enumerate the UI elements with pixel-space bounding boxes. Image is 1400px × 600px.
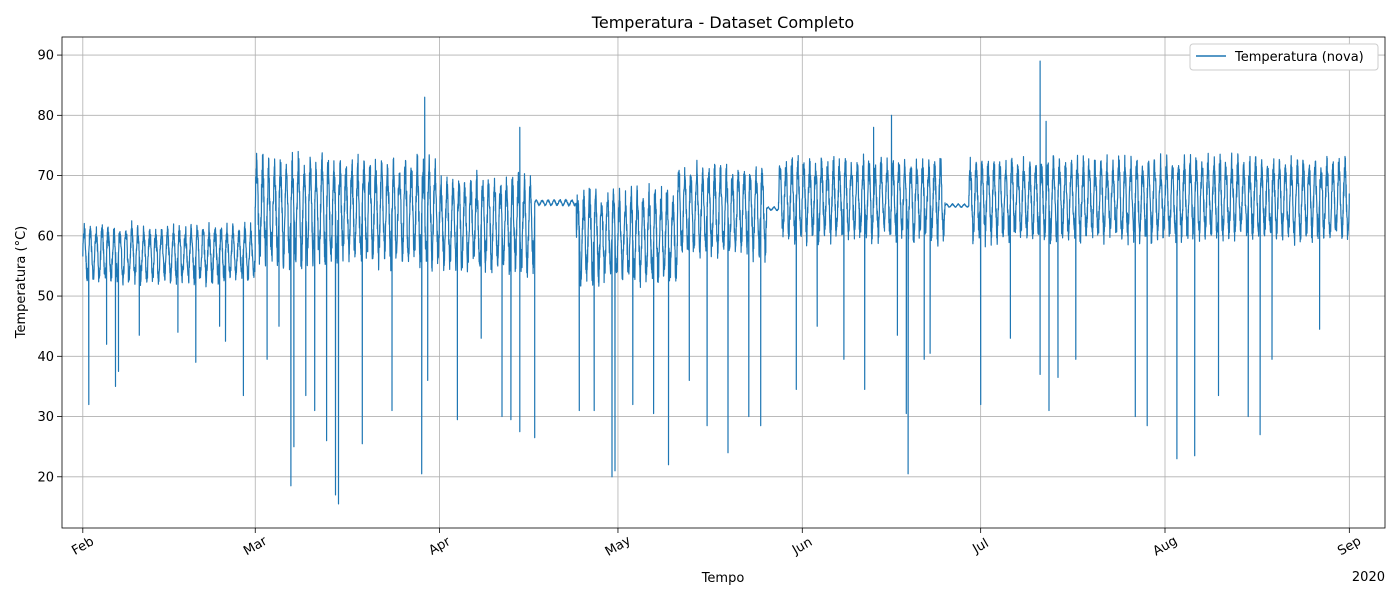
y-tick-label: 70 <box>37 169 54 184</box>
y-tick-label: 80 <box>37 109 54 124</box>
x-tick-label: Sep <box>1335 534 1364 559</box>
x-tick-label: Apr <box>426 534 454 559</box>
plot-frame <box>61 36 1386 529</box>
x-tick-label: Aug <box>1151 534 1180 560</box>
x-tick-label: Feb <box>69 534 96 559</box>
x-axis: Feb Mar Apr May Jun Jul Aug Sep <box>69 528 1364 560</box>
plot-area <box>62 37 1385 528</box>
y-tick-label: 50 <box>37 290 54 305</box>
y-axis: 20 30 40 50 60 70 80 90 <box>37 49 62 485</box>
x-axis-title: Tempo <box>701 571 745 586</box>
x-tick-label: Mar <box>241 533 270 559</box>
x-tick-label: May <box>603 533 634 560</box>
chart-title: Temperatura - Dataset Completo <box>591 13 854 32</box>
y-tick-label: 30 <box>37 410 54 425</box>
x-axis-offset-label: 2020 <box>1352 570 1385 585</box>
y-tick-label: 60 <box>37 229 54 244</box>
x-tick-label: Jul <box>970 536 992 557</box>
x-tick-label: Jun <box>789 535 815 559</box>
legend: Temperatura (nova) <box>1189 43 1379 71</box>
series-line-temperatura <box>82 60 1350 505</box>
y-tick-label: 90 <box>37 49 54 64</box>
legend-label: Temperatura (nova) <box>1234 50 1364 65</box>
y-tick-label: 20 <box>37 470 54 485</box>
y-tick-label: 40 <box>37 350 54 365</box>
series-group <box>82 60 1350 505</box>
legend-box <box>1189 43 1379 71</box>
y-axis-title: Temperatura (°C) <box>14 226 29 339</box>
